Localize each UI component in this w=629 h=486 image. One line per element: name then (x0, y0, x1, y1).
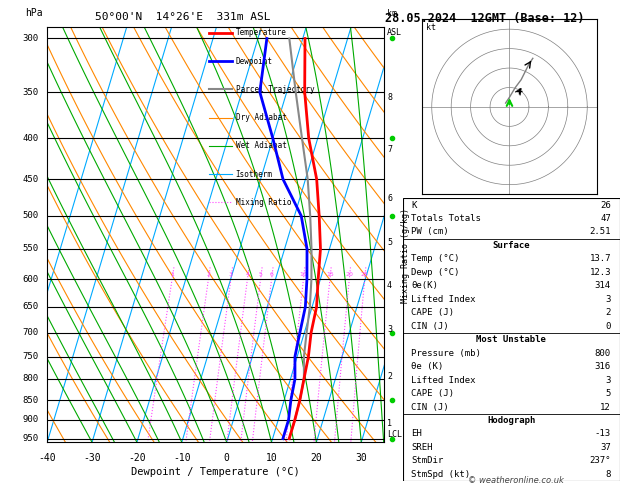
Text: hPa: hPa (25, 8, 43, 18)
Text: 47: 47 (600, 214, 611, 223)
Text: 600: 600 (23, 275, 39, 284)
Text: CAPE (J): CAPE (J) (411, 389, 454, 398)
Text: Lifted Index: Lifted Index (411, 295, 476, 304)
Text: 28.05.2024  12GMT (Base: 12): 28.05.2024 12GMT (Base: 12) (384, 12, 584, 25)
Text: Dewp (°C): Dewp (°C) (411, 268, 460, 277)
Text: 7: 7 (387, 145, 392, 154)
Text: 20: 20 (345, 273, 353, 278)
Text: 750: 750 (23, 352, 39, 361)
Text: 3: 3 (606, 295, 611, 304)
Text: 314: 314 (595, 281, 611, 290)
Text: Pressure (mb): Pressure (mb) (411, 348, 481, 358)
Text: 0: 0 (224, 452, 230, 463)
Text: 1: 1 (387, 419, 392, 428)
Text: 20: 20 (311, 452, 322, 463)
Text: 4: 4 (387, 281, 392, 290)
Text: StmDir: StmDir (411, 456, 443, 466)
Text: 6: 6 (270, 273, 274, 278)
Text: 6: 6 (387, 194, 392, 203)
Text: 8: 8 (387, 93, 392, 103)
Text: Totals Totals: Totals Totals (411, 214, 481, 223)
Text: 350: 350 (23, 87, 39, 97)
Text: 1: 1 (170, 273, 174, 278)
Text: Temperature: Temperature (236, 29, 286, 37)
Text: 5: 5 (259, 273, 262, 278)
Text: CIN (J): CIN (J) (411, 402, 449, 412)
Text: Dry Adiabat: Dry Adiabat (236, 113, 286, 122)
Text: 550: 550 (23, 244, 39, 253)
Text: CAPE (J): CAPE (J) (411, 308, 454, 317)
Text: Hodograph: Hodograph (487, 416, 535, 425)
Text: EH: EH (411, 430, 422, 438)
Text: 800: 800 (595, 348, 611, 358)
Text: Mixing Ratio: Mixing Ratio (236, 198, 291, 207)
Text: 4: 4 (245, 273, 250, 278)
Text: 2: 2 (206, 273, 211, 278)
Text: 10: 10 (265, 452, 277, 463)
Text: Parcel Trajectory: Parcel Trajectory (236, 85, 314, 94)
Text: 5: 5 (606, 389, 611, 398)
Text: 800: 800 (23, 375, 39, 383)
Text: 316: 316 (595, 362, 611, 371)
Text: 700: 700 (23, 328, 39, 337)
Text: Mixing Ratio (g/kg): Mixing Ratio (g/kg) (401, 208, 410, 303)
Text: 26: 26 (600, 201, 611, 209)
Text: SREH: SREH (411, 443, 433, 452)
Text: 3: 3 (606, 376, 611, 384)
Text: 12.3: 12.3 (589, 268, 611, 277)
Text: 900: 900 (23, 416, 39, 424)
Text: 0: 0 (606, 322, 611, 331)
Text: 300: 300 (23, 34, 39, 43)
Text: 3: 3 (229, 273, 233, 278)
Text: Dewpoint / Temperature (°C): Dewpoint / Temperature (°C) (131, 467, 300, 477)
Text: -40: -40 (38, 452, 56, 463)
Text: Lifted Index: Lifted Index (411, 376, 476, 384)
Text: 15: 15 (326, 273, 334, 278)
Text: CIN (J): CIN (J) (411, 322, 449, 331)
Text: 650: 650 (23, 302, 39, 312)
Text: Surface: Surface (493, 241, 530, 250)
Text: StmSpd (kt): StmSpd (kt) (411, 470, 470, 479)
Text: Wet Adiabat: Wet Adiabat (236, 141, 286, 151)
Text: 237°: 237° (589, 456, 611, 466)
Text: PW (cm): PW (cm) (411, 227, 449, 237)
Text: Dewpoint: Dewpoint (236, 57, 272, 66)
Text: © weatheronline.co.uk: © weatheronline.co.uk (468, 476, 564, 485)
Text: 30: 30 (355, 452, 367, 463)
Text: 3: 3 (387, 325, 392, 333)
Text: 2.51: 2.51 (589, 227, 611, 237)
Text: 950: 950 (23, 434, 39, 443)
Text: 8: 8 (606, 470, 611, 479)
Text: θe(K): θe(K) (411, 281, 438, 290)
Text: Most Unstable: Most Unstable (476, 335, 546, 344)
Text: 13.7: 13.7 (589, 254, 611, 263)
Text: LCL: LCL (387, 431, 402, 439)
Text: 400: 400 (23, 134, 39, 143)
Text: 50°00'N  14°26'E  331m ASL: 50°00'N 14°26'E 331m ASL (94, 12, 270, 22)
Text: km: km (387, 9, 397, 18)
Text: -30: -30 (83, 452, 101, 463)
Text: -13: -13 (595, 430, 611, 438)
Text: 5: 5 (387, 238, 392, 247)
Text: 850: 850 (23, 396, 39, 404)
Text: -10: -10 (173, 452, 191, 463)
Text: θe (K): θe (K) (411, 362, 443, 371)
Text: 2: 2 (387, 372, 392, 382)
Text: 450: 450 (23, 175, 39, 184)
Text: 2: 2 (606, 308, 611, 317)
Text: -20: -20 (128, 452, 146, 463)
Text: 10: 10 (299, 273, 308, 278)
Text: ASL: ASL (387, 28, 402, 37)
Text: Temp (°C): Temp (°C) (411, 254, 460, 263)
Text: Isotherm: Isotherm (236, 170, 272, 179)
Text: 500: 500 (23, 211, 39, 220)
Text: 37: 37 (600, 443, 611, 452)
Text: 25: 25 (361, 273, 369, 278)
Text: 12: 12 (600, 402, 611, 412)
Text: K: K (411, 201, 416, 209)
Text: kt: kt (426, 23, 436, 33)
